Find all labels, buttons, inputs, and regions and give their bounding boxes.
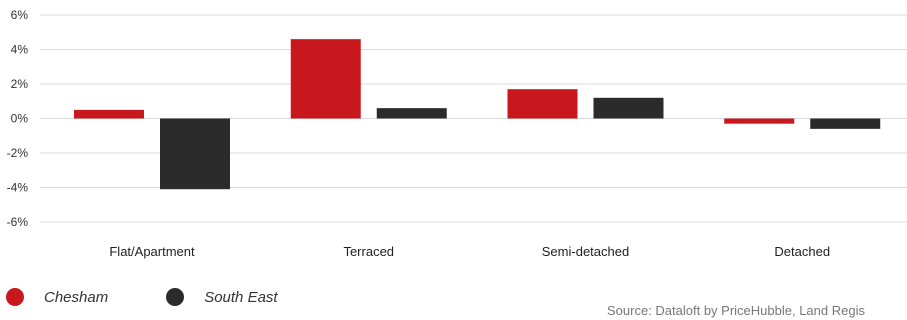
bar-chesham-detached bbox=[724, 118, 795, 124]
bar-chesham-flat-apartment bbox=[74, 109, 144, 119]
y-tick-label: -4% bbox=[7, 181, 29, 195]
bar-chesham-terraced bbox=[290, 39, 361, 119]
y-tick-label: 4% bbox=[11, 43, 29, 57]
y-tick-label: 6% bbox=[11, 8, 29, 22]
bar-south-east-flat-apartment bbox=[160, 118, 230, 190]
legend-item-south-east: South East bbox=[166, 288, 278, 306]
bar-south-east-terraced bbox=[376, 108, 447, 119]
x-category-label: Flat/Apartment bbox=[109, 244, 195, 259]
source-note: Source: Dataloft by PriceHubble, Land Re… bbox=[607, 303, 865, 318]
legend-label-south-east: South East bbox=[204, 288, 278, 306]
legend-item-chesham: Chesham bbox=[6, 288, 108, 306]
x-axis-categories: Flat/Apartment Terraced Semi-detached Detac… bbox=[109, 244, 830, 259]
y-tick-label: 2% bbox=[11, 77, 29, 91]
bars bbox=[74, 39, 881, 190]
y-tick-label: -2% bbox=[7, 146, 29, 160]
legend-dot-chesham bbox=[6, 288, 24, 306]
bar-south-east-semi-detached bbox=[593, 97, 664, 119]
bar-chesham-semi-detached bbox=[507, 89, 578, 119]
x-category-label: Semi-detached bbox=[542, 244, 629, 259]
y-tick-label: 0% bbox=[11, 112, 29, 126]
legend: Chesham South East bbox=[6, 288, 336, 306]
y-axis-ticks: 6% 4% 2% 0% -2% -4% -6% bbox=[7, 8, 29, 229]
bar-south-east-detached bbox=[810, 118, 881, 129]
legend-dot-south-east bbox=[166, 288, 185, 306]
x-category-label: Terraced bbox=[343, 244, 394, 259]
x-category-label: Detached bbox=[774, 244, 830, 259]
y-tick-label: -6% bbox=[7, 215, 29, 229]
legend-label-chesham: Chesham bbox=[44, 288, 109, 306]
bar-chart: 6% 4% 2% 0% -2% -4% -6% Flat/Apartment Terraced… bbox=[7, 8, 907, 259]
